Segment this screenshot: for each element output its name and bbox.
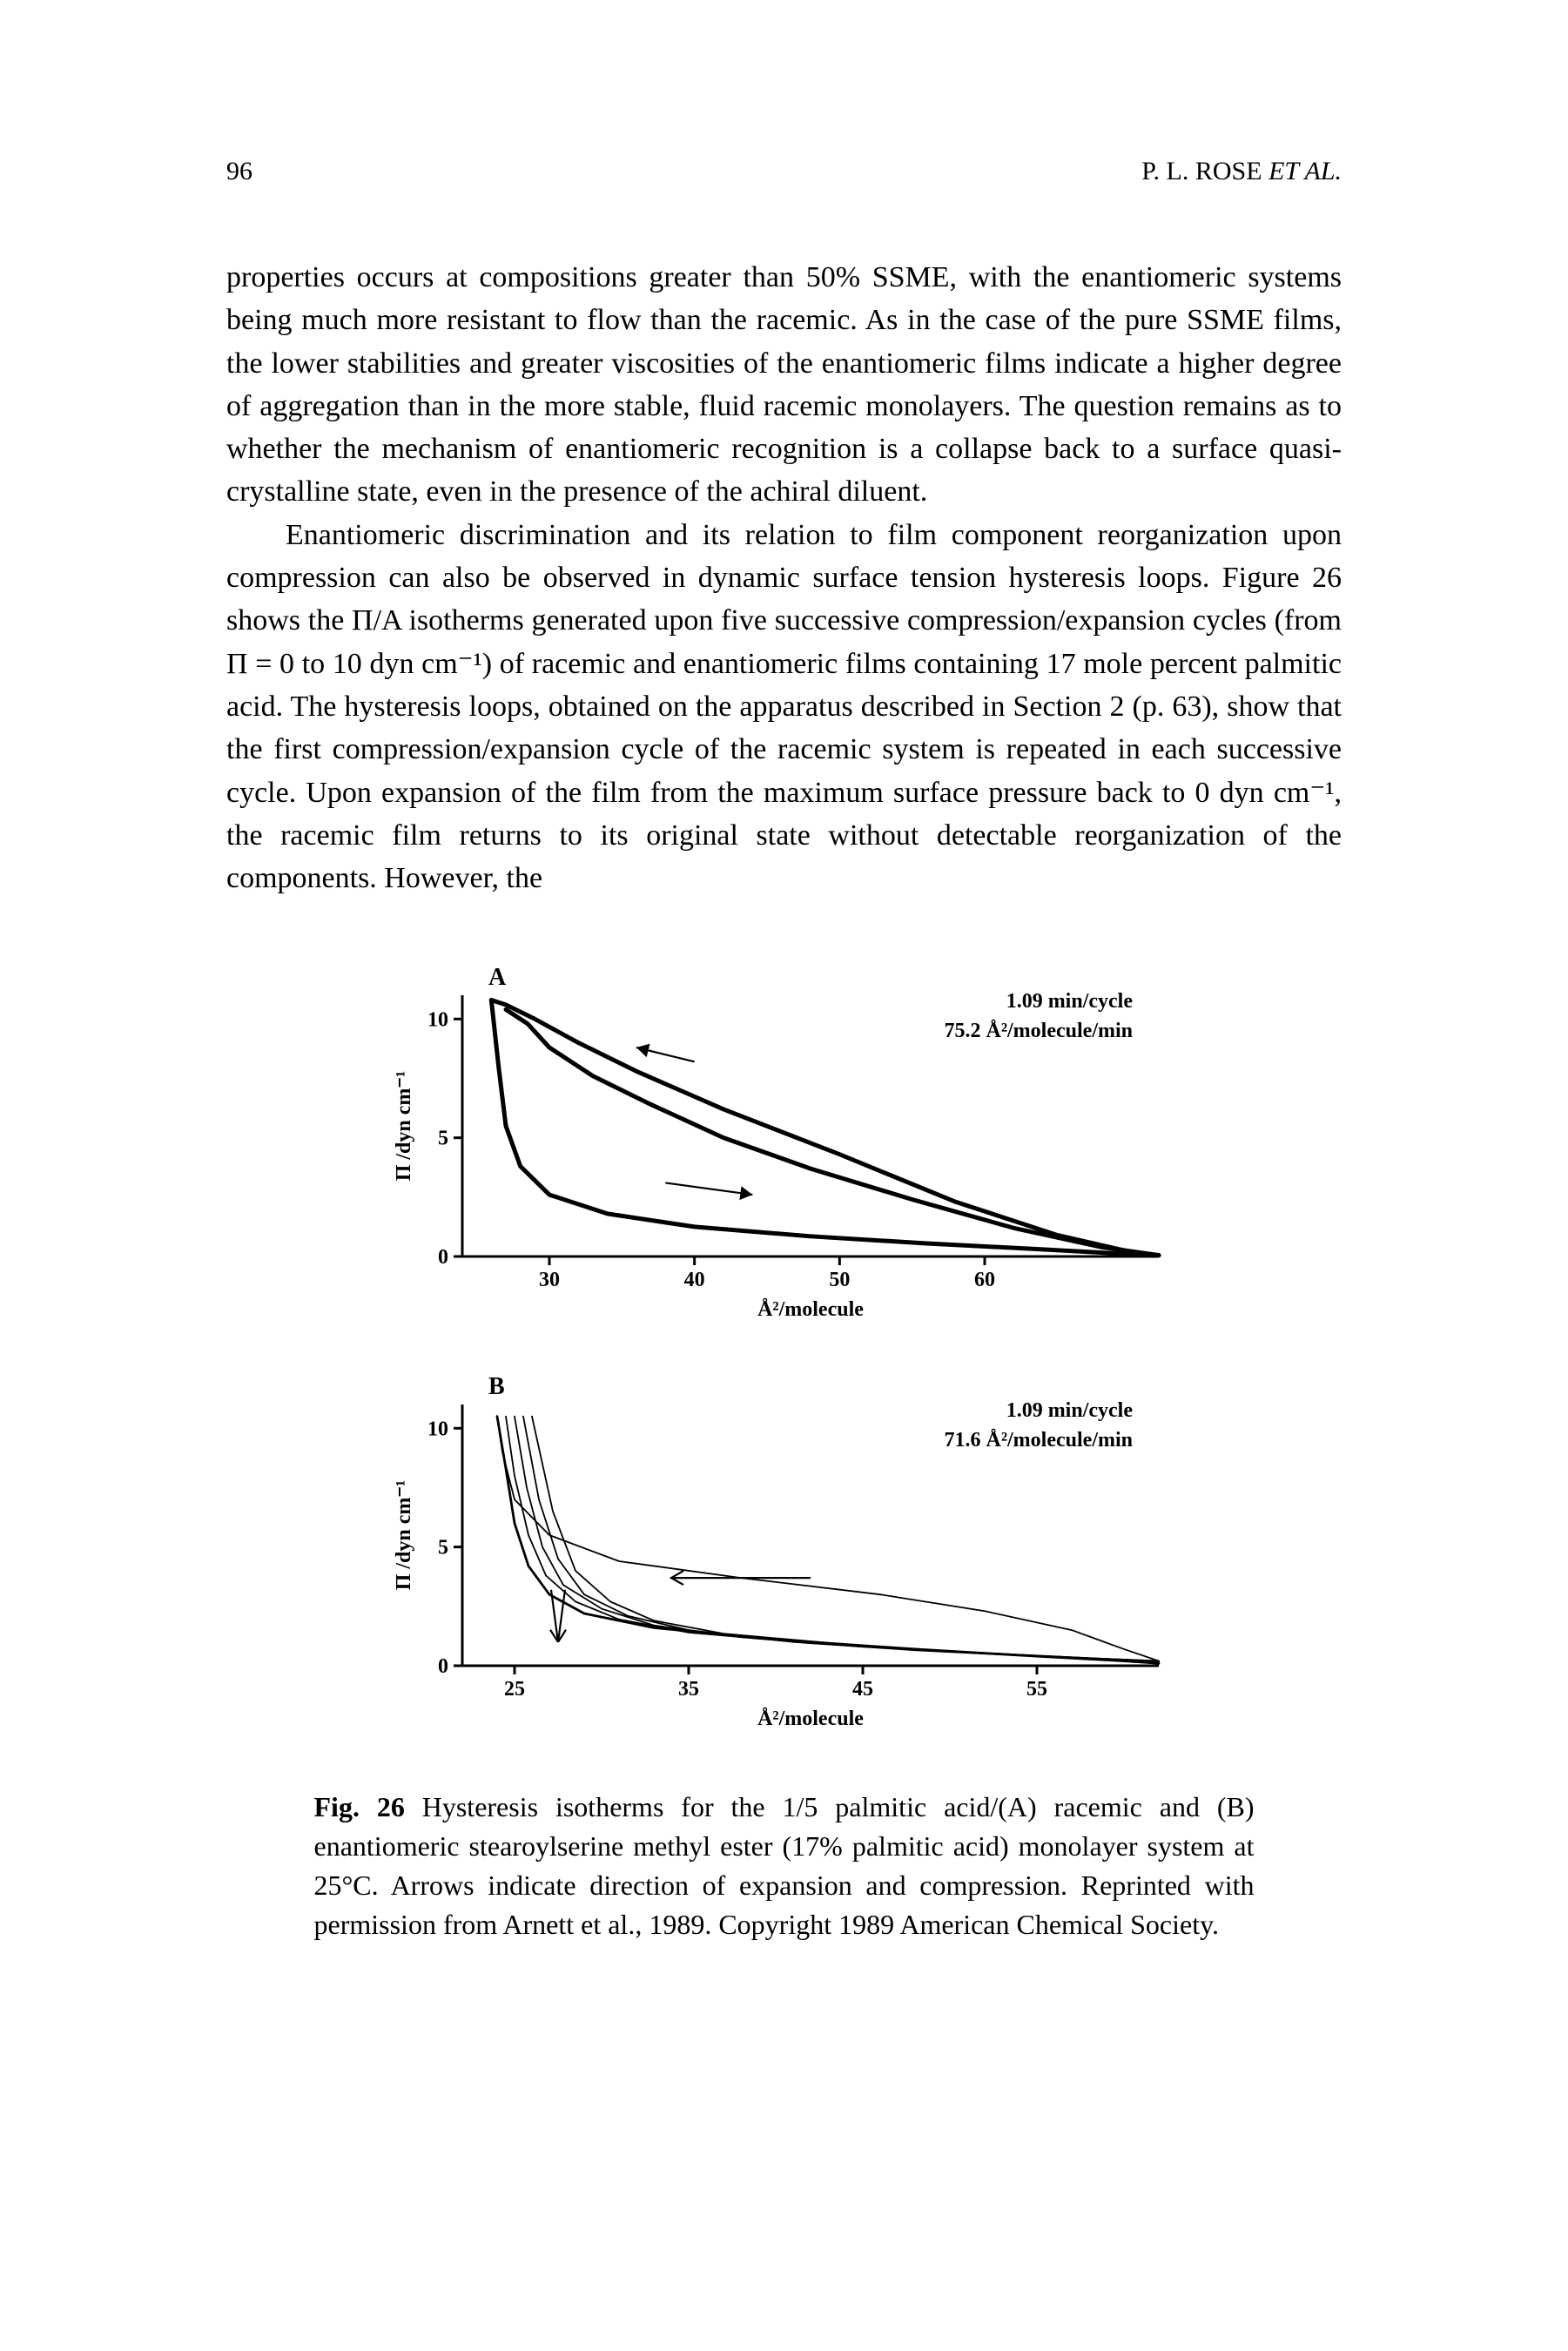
svg-text:5: 5 (438, 1128, 448, 1150)
svg-text:0: 0 (438, 1246, 448, 1269)
svg-text:Å²/molecule: Å²/molecule (757, 1298, 864, 1321)
svg-text:30: 30 (539, 1269, 560, 1291)
svg-text:71.6 Å²/molecule/min: 71.6 Å²/molecule/min (944, 1429, 1133, 1452)
figure-26-svg: A051030405060Π /dyn cm⁻¹Å²/molecule1.09 … (314, 952, 1255, 1753)
paragraph-2: Enantiomeric discrimination and its rela… (226, 514, 1342, 900)
svg-text:10: 10 (427, 1009, 448, 1032)
svg-text:75.2 Å²/molecule/min: 75.2 Å²/molecule/min (944, 1020, 1133, 1042)
caption-text: Hysteresis isotherms for the 1/5 palmiti… (314, 1791, 1255, 1939)
page-number: 96 (226, 157, 252, 186)
svg-text:40: 40 (683, 1269, 704, 1291)
svg-text:35: 35 (678, 1678, 699, 1701)
svg-text:5: 5 (438, 1537, 448, 1559)
svg-text:60: 60 (974, 1269, 995, 1291)
svg-text:45: 45 (852, 1678, 873, 1701)
svg-text:1.09 min/cycle: 1.09 min/cycle (1006, 1399, 1133, 1422)
caption-prefix: Fig. 26 (314, 1791, 405, 1822)
figure-26: A051030405060Π /dyn cm⁻¹Å²/molecule1.09 … (314, 952, 1255, 1943)
paragraph-1: properties occurs at compositions greate… (226, 256, 1342, 514)
svg-text:25: 25 (504, 1678, 525, 1701)
svg-text:55: 55 (1026, 1678, 1047, 1701)
svg-text:A: A (488, 964, 507, 991)
svg-text:B: B (488, 1373, 505, 1400)
svg-text:10: 10 (427, 1418, 448, 1441)
svg-text:Π /dyn cm⁻¹: Π /dyn cm⁻¹ (393, 1480, 415, 1591)
svg-text:50: 50 (829, 1269, 850, 1291)
svg-text:Å²/molecule: Å²/molecule (757, 1708, 864, 1730)
body-text: properties occurs at compositions greate… (226, 256, 1342, 899)
svg-text:1.09 min/cycle: 1.09 min/cycle (1006, 990, 1133, 1013)
svg-text:Π /dyn cm⁻¹: Π /dyn cm⁻¹ (393, 1071, 415, 1182)
header-authors: P. L. ROSE ET AL. (1141, 157, 1342, 186)
svg-text:0: 0 (438, 1655, 448, 1678)
figure-caption: Fig. 26 Hysteresis isotherms for the 1/5… (314, 1788, 1255, 1943)
page-header: 96 P. L. ROSE ET AL. (226, 157, 1342, 186)
